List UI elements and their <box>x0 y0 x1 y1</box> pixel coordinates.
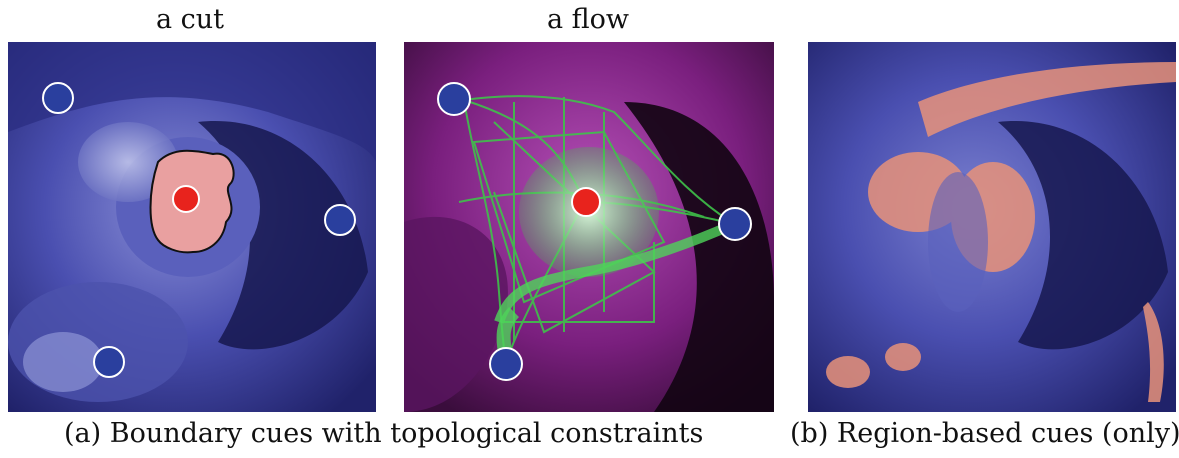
panel-title-cut: a cut <box>155 4 225 35</box>
foreground-seed <box>172 185 200 213</box>
caption-b: (b) Region-based cues (only) <box>790 418 1179 449</box>
background-seed-2 <box>324 204 356 236</box>
background-seed-1 <box>437 82 471 116</box>
panel-title-flow: a flow <box>546 4 630 35</box>
panel-flow-image <box>404 42 774 412</box>
background-seed-1 <box>42 82 74 114</box>
foreground-seed <box>571 187 601 217</box>
panel-region-image <box>808 42 1176 412</box>
background-seed-3 <box>93 346 125 378</box>
panel-cut-image <box>8 42 376 412</box>
background-seed-2 <box>718 207 752 241</box>
flow-lines <box>458 95 735 363</box>
background-seed-3 <box>489 347 523 381</box>
caption-a: (a) Boundary cues with topological const… <box>64 418 704 449</box>
